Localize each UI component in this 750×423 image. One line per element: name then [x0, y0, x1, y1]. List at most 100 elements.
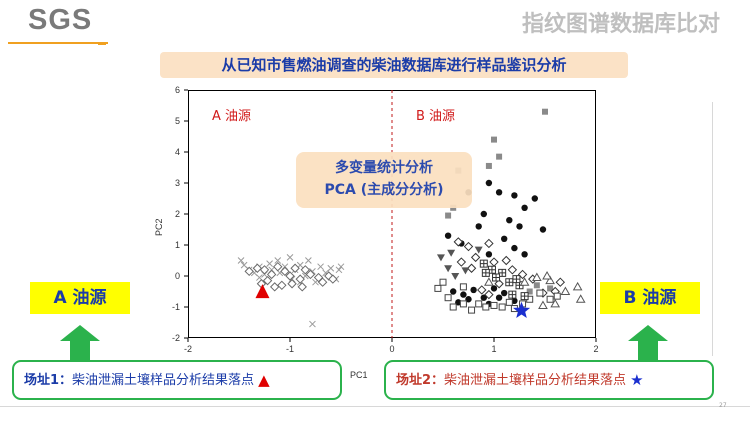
source-b-label: B 油源 — [600, 282, 700, 314]
scatter-point — [484, 238, 494, 249]
scatter-point — [546, 295, 554, 303]
scatter-point — [463, 241, 474, 252]
blue-star-icon: ★ — [630, 371, 644, 389]
up-arrow-icon — [60, 325, 100, 361]
scatter-point — [531, 195, 538, 202]
scatter-point — [521, 204, 528, 211]
scatter-point — [444, 232, 452, 239]
x-tick-label: 2 — [593, 344, 598, 354]
scatter-point — [575, 294, 586, 303]
scatter-point — [553, 292, 561, 300]
pca-annotation-box: 多变量统计分析 PCA (主成分分析) — [296, 152, 472, 208]
scatter-point — [259, 265, 270, 275]
red-triangle-icon: ▲ — [258, 371, 270, 389]
scatter-point — [447, 249, 456, 257]
scatter-point — [445, 212, 452, 219]
scatter-point — [491, 136, 497, 143]
site-1-legend: 场址1：柴油泄漏土壤样品分析结果落点 ▲ — [12, 360, 342, 400]
site-1-desc: 柴油泄漏土壤样品分析结果落点 — [72, 373, 255, 388]
site-2-name: 场址2： — [396, 373, 445, 388]
scatter-point — [496, 153, 503, 160]
scatter-point — [485, 179, 493, 187]
scatter-point — [475, 223, 482, 230]
scatter-point — [466, 263, 477, 273]
scatter-point — [550, 298, 561, 308]
scatter-point — [459, 283, 467, 291]
scatter-point — [484, 277, 494, 286]
scatter-point — [547, 285, 554, 292]
scatter-point — [474, 246, 483, 254]
scatter-point — [519, 277, 530, 286]
scatter-point — [295, 274, 305, 284]
scatter-point — [470, 286, 477, 294]
source-a-label: A 油源 — [30, 282, 130, 314]
y-tick-label: 4 — [175, 147, 180, 157]
pca-line-2: PCA (主成分分析) — [324, 182, 444, 198]
scatter-point — [498, 303, 506, 311]
scatter-point — [539, 226, 547, 233]
scatter-point — [501, 289, 508, 297]
x-tick-label: 0 — [389, 344, 394, 354]
x-tick-label: 1 — [491, 344, 496, 354]
scatter-point — [545, 275, 555, 285]
scatter-point — [560, 286, 571, 295]
slide-banner: 从已知市售燃油调查的柴油数据库进行样品鉴识分析 — [160, 52, 628, 78]
scatter-point — [479, 259, 488, 268]
scatter-point — [287, 279, 297, 289]
scatter-point — [317, 263, 324, 271]
scatter-point — [305, 257, 312, 264]
scatter-point — [277, 280, 287, 291]
scatter-point — [252, 263, 263, 273]
scatter-point — [313, 272, 324, 283]
scatter-point — [459, 300, 467, 308]
scatter-point — [507, 265, 518, 275]
scatter-point — [511, 244, 518, 252]
scatter-point — [468, 306, 476, 314]
scatter-point — [273, 261, 283, 272]
scatter-point — [269, 282, 280, 292]
scatter-point — [262, 275, 273, 286]
scatter-point — [513, 301, 531, 318]
scatter-point — [297, 282, 307, 292]
scatter-point — [449, 303, 457, 311]
y-tick-label: 2 — [175, 209, 180, 219]
scatter-point — [480, 294, 487, 301]
scatter-point — [501, 255, 511, 266]
scatter-point — [337, 263, 345, 271]
page-title: 指纹图谱数据库比对 — [521, 12, 720, 37]
scatter-point — [327, 264, 335, 272]
scatter-point — [439, 278, 447, 286]
site-2-desc: 柴油泄漏土壤样品分析结果落点 — [444, 373, 627, 388]
scatter-point — [542, 108, 548, 115]
scatter-point — [266, 260, 273, 267]
x-tick-label: -2 — [184, 344, 192, 354]
scatter-point — [485, 251, 493, 258]
scatter-point — [436, 254, 445, 262]
scatter-point — [450, 288, 457, 295]
scatter-point — [494, 279, 504, 289]
scatter-point — [492, 273, 501, 282]
scatter-point — [526, 288, 533, 295]
scatter-point — [300, 265, 311, 275]
scatter-point — [451, 273, 460, 280]
scatter-point — [490, 285, 498, 292]
scatter-point — [244, 266, 254, 277]
scatter-point — [475, 300, 483, 308]
scatter-point — [335, 266, 343, 274]
scatter-point — [470, 252, 481, 263]
scatter-point — [305, 269, 316, 280]
y-tick-label: -2 — [172, 333, 180, 343]
scatter-point — [490, 301, 498, 309]
pca-line-1: 多变量统计分析 — [335, 160, 433, 176]
scatter-point — [485, 162, 492, 169]
scatter-point — [505, 278, 514, 287]
scatter-point — [482, 303, 490, 311]
x-tick-label: -1 — [286, 344, 294, 354]
scatter-point — [489, 257, 499, 267]
scatter-point — [495, 189, 503, 196]
scatter-point — [444, 294, 452, 302]
scatter-point — [542, 270, 552, 280]
scatter-point — [461, 267, 470, 275]
scatter-point — [531, 272, 542, 282]
scatter-point — [480, 210, 487, 218]
